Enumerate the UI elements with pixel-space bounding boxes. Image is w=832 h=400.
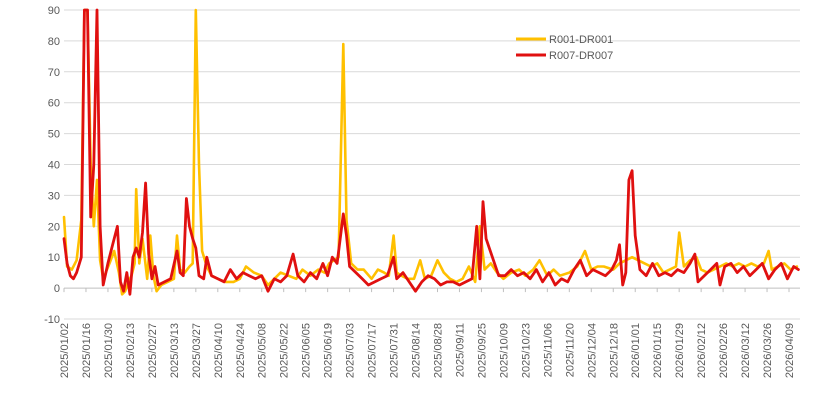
x-tick-label: 2025/07/03 <box>345 323 357 378</box>
x-tick-label: 2025/02/27 <box>147 323 159 378</box>
x-tick-label: 2026/02/26 <box>718 323 730 378</box>
x-tick-label: 2025/04/24 <box>235 323 247 378</box>
x-tick-label: 2026/02/12 <box>696 323 708 378</box>
x-tick-label: 2026/01/15 <box>652 323 664 378</box>
x-tick-label: 2025/01/30 <box>103 323 115 378</box>
x-tick-label: 2026/03/26 <box>762 323 774 378</box>
y-tick-label: 90 <box>48 5 60 17</box>
x-tick-label: 2026/01/01 <box>630 323 642 378</box>
x-tick-label: 2025/08/14 <box>411 323 423 378</box>
x-tick-label: 2026/01/29 <box>674 323 686 378</box>
y-tick-label: 50 <box>48 129 60 141</box>
x-tick-label: 2025/02/13 <box>125 323 137 378</box>
x-tick-label: 2025/11/20 <box>564 323 576 377</box>
y-tick-label: 70 <box>48 67 60 79</box>
x-axis-tick-labels: 2025/01/02 2025/01/16 2025/01/30 2025/02/13… <box>59 288 796 378</box>
x-tick-label: 2025/05/08 <box>257 323 269 378</box>
y-tick-label: 60 <box>48 98 60 110</box>
x-tick-label: 2025/08/28 <box>432 323 444 378</box>
x-tick-label: 2026/04/09 <box>784 323 796 378</box>
x-tick-label: 2025/01/16 <box>81 323 93 378</box>
x-tick-label: 2025/11/06 <box>542 323 554 377</box>
legend-label-r001-dr001: R001-DR001 <box>549 34 613 46</box>
x-tick-label: 2025/06/05 <box>301 323 313 378</box>
legend: R001-DR001 R007-DR007 <box>516 34 613 62</box>
x-tick-label: 2025/07/17 <box>367 323 379 378</box>
y-tick-label: 0 <box>54 283 60 295</box>
x-tick-label: 2025/09/25 <box>476 323 488 378</box>
series-lines <box>62 8 800 296</box>
x-tick-label: 2025/12/04 <box>586 323 598 378</box>
x-tick-label: 2025/06/19 <box>323 323 335 378</box>
y-tick-label: 30 <box>48 190 60 202</box>
x-tick-label: 2025/03/13 <box>169 323 181 378</box>
y-tick-label: 40 <box>48 160 60 172</box>
x-tick-label: 2025/05/22 <box>279 323 291 378</box>
x-tick-label: 2025/04/10 <box>213 323 225 378</box>
legend-label-r007-dr007: R007-DR007 <box>549 50 613 62</box>
y-axis-tick-labels: -10 0 10 20 30 40 50 60 70 80 90 <box>44 5 60 326</box>
x-tick-label: 2025/12/18 <box>608 323 620 378</box>
x-tick-label: 2026/03/12 <box>740 323 752 378</box>
x-tick-label: 2025/09/11 <box>454 323 466 377</box>
y-tick-label: 20 <box>48 221 60 233</box>
gridlines <box>64 9 800 320</box>
x-tick-label: 2025/10/09 <box>498 323 510 378</box>
x-tick-label: 2025/07/31 <box>389 323 401 378</box>
y-tick-label: 10 <box>48 252 60 264</box>
y-tick-label: 80 <box>48 36 60 48</box>
y-tick-label: -10 <box>44 314 60 326</box>
x-tick-label: 2025/03/27 <box>191 323 203 378</box>
x-tick-label: 2025/01/02 <box>59 323 71 378</box>
series-line-r007-dr007 <box>62 8 800 296</box>
x-tick-label: 2025/10/23 <box>520 323 532 378</box>
